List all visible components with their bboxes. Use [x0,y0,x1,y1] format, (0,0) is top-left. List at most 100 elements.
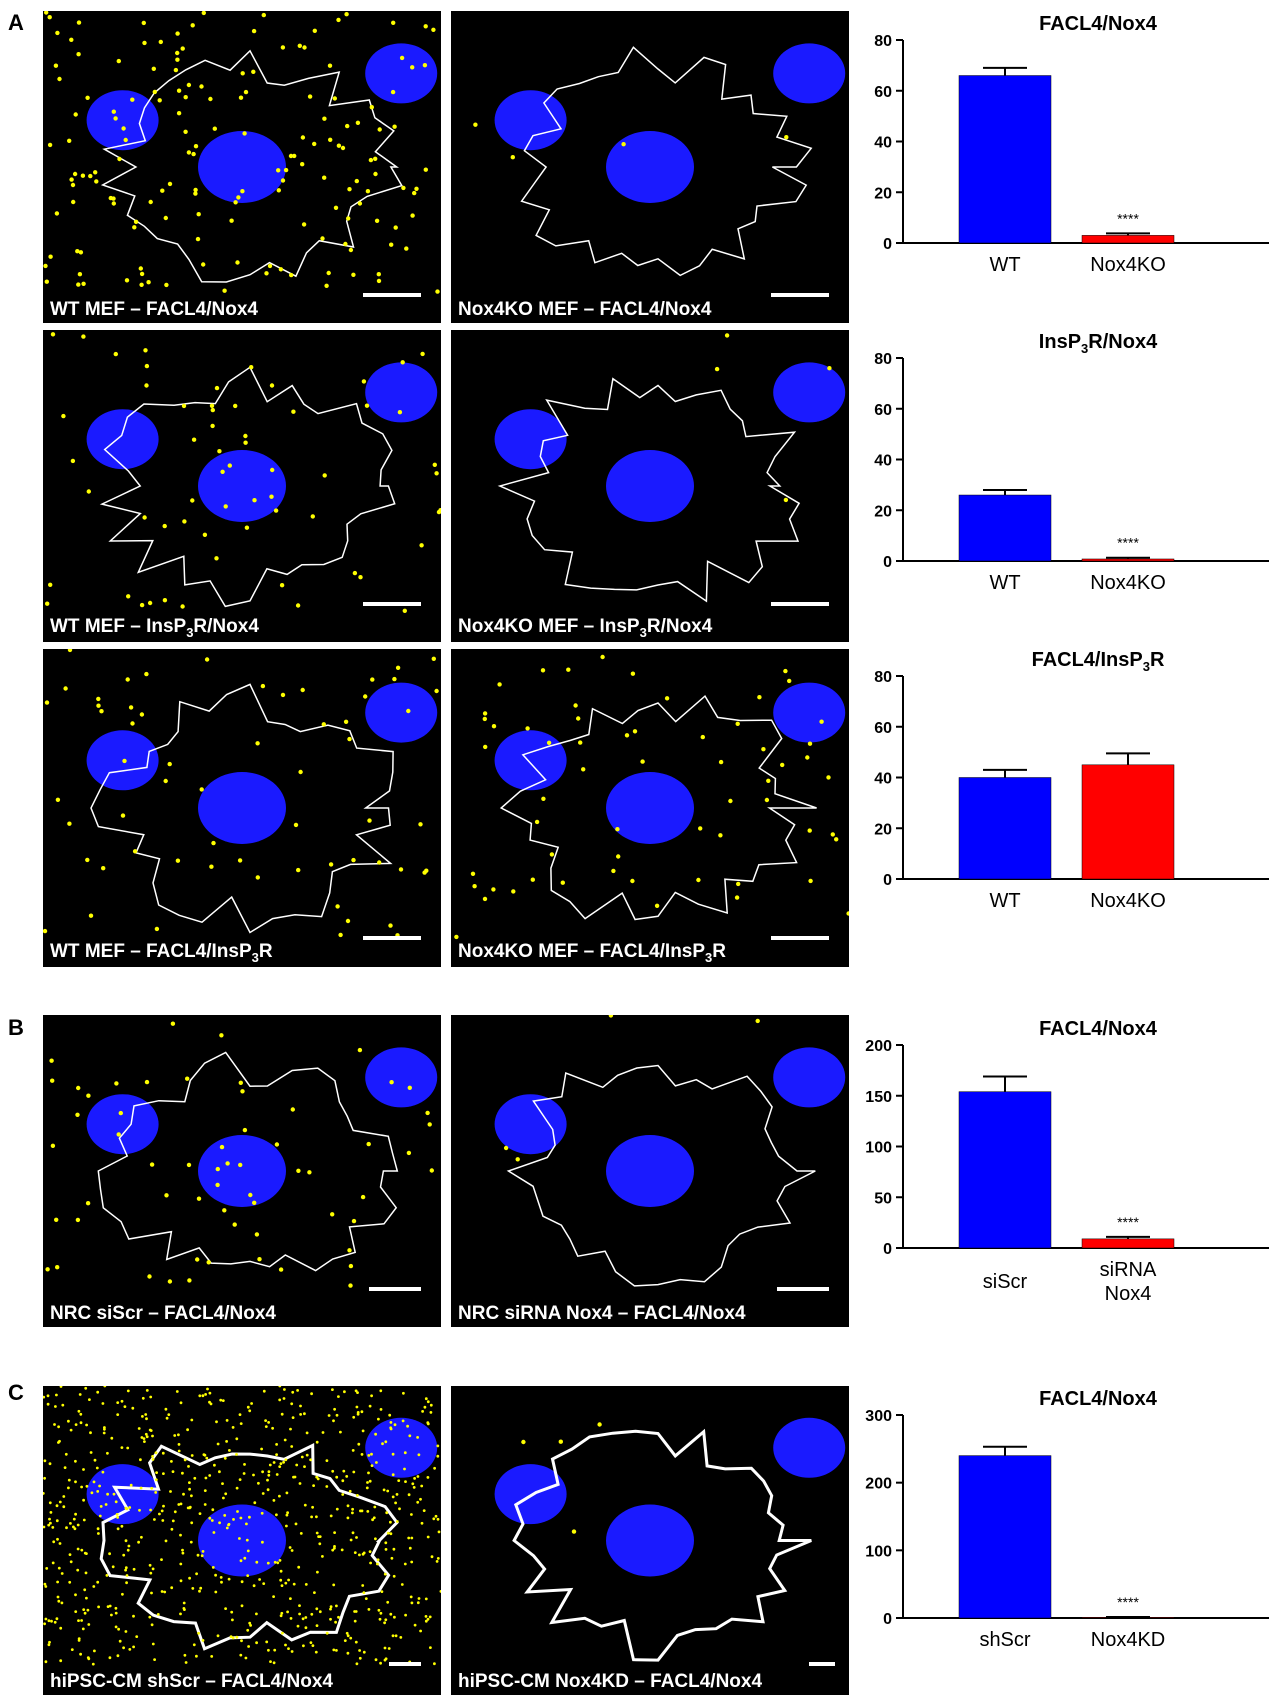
signal-dot [361,1429,365,1433]
signal-dot [361,1584,365,1587]
signal-dot [44,1660,48,1664]
signal-dot [73,112,78,117]
signal-dot [302,1644,305,1648]
signal-dot [392,124,397,129]
signal-dot [96,1490,100,1493]
signal-dot [250,1402,254,1405]
signal-dot [44,11,49,15]
signal-dot [433,1662,436,1666]
signal-dot [190,498,195,503]
signal-dot [240,189,245,194]
signal-dot [211,1508,215,1512]
signal-dot [317,1535,320,1538]
signal-dot [75,1217,81,1223]
signal-dot [92,1585,96,1588]
signal-dot [203,1503,207,1506]
nucleus [198,772,286,844]
signal-dot [420,1484,424,1488]
signal-dot [81,281,86,286]
signal-dot [187,1278,192,1283]
signal-dot [67,1419,70,1423]
signal-dot [160,1509,164,1513]
signal-dot [74,1512,77,1516]
signal-dot [349,1538,353,1542]
signal-dot [379,1389,383,1393]
signal-dot [375,1461,378,1464]
category-label: siRNA [1100,1259,1157,1281]
signal-dot [145,1389,149,1392]
scale-bar [809,1662,835,1666]
signal-dot [345,123,350,129]
signal-dot [261,1470,264,1474]
signal-dot [197,1631,201,1635]
signal-dot [386,1600,390,1604]
signal-dot [173,1510,177,1514]
cell-outline [497,377,801,603]
micrograph-nrc-sirna-nox4: NRC siRNA Nox4 – FACL4/Nox4 [451,1015,849,1327]
signal-dot [199,1586,203,1590]
signal-dot [195,1257,200,1262]
signal-dot [304,1616,308,1619]
signal-dot [148,1563,152,1567]
signal-dot [298,1482,302,1485]
signal-dot [279,1578,283,1582]
signal-dot [43,928,48,934]
signal-dot [384,1440,388,1444]
panel-letter-a: A [8,10,24,35]
signal-dot [294,1522,298,1526]
signal-dot [243,1463,246,1466]
signal-dot [374,1537,377,1541]
micrograph-nrc-siscr: NRC siScr – FACL4/Nox4 [43,1015,441,1327]
signal-dot [123,137,128,143]
signal-dot [356,1391,359,1394]
signal-dot [424,1615,428,1618]
signal-dot [273,508,279,513]
signal-dot [214,1573,218,1577]
signal-dot [578,740,583,745]
signal-dot [239,1653,243,1657]
signal-dot [283,167,289,173]
signal-dot [414,186,419,191]
signal-dot [128,705,134,710]
signal-dot [139,1486,143,1490]
signal-dot [144,1079,150,1085]
signal-dot [223,1514,227,1517]
signal-dot [89,1451,93,1454]
signal-dot [124,278,130,283]
signal-dot [57,76,62,82]
signal-dot [246,1549,250,1553]
signal-dot [211,840,216,846]
signal-dot [344,12,349,17]
signal-dot [132,849,138,854]
signal-dot [281,1631,284,1635]
signal-dot [171,1470,175,1473]
signal-dot [359,1509,362,1513]
signal-dot [332,96,337,101]
signal-dot [238,1080,243,1085]
nucleus [198,1135,286,1207]
signal-dot [70,458,76,464]
signal-dot [297,43,302,48]
signal-dot [106,1492,109,1496]
signal-dot [388,1413,392,1417]
signal-dot [348,247,354,253]
signal-dot [268,1463,272,1467]
signal-dot [399,1636,403,1639]
signal-dot [282,1460,285,1464]
signal-dot [205,1456,209,1460]
signal-dot [85,1596,88,1600]
signal-dot [273,1560,277,1564]
signal-dot [72,1517,76,1521]
signal-dot [82,1468,85,1471]
signal-dot [195,1654,198,1658]
signal-dot [106,1451,109,1455]
signal-dot [284,1581,288,1585]
y-tick-label: 20 [874,821,892,838]
cell-outline [97,1051,399,1272]
y-tick-label: 0 [883,236,892,253]
signal-dot [664,696,670,701]
signal-dot [431,27,436,32]
signal-dot [255,875,260,880]
signal-dot [274,1142,280,1147]
signal-dot [393,225,398,230]
